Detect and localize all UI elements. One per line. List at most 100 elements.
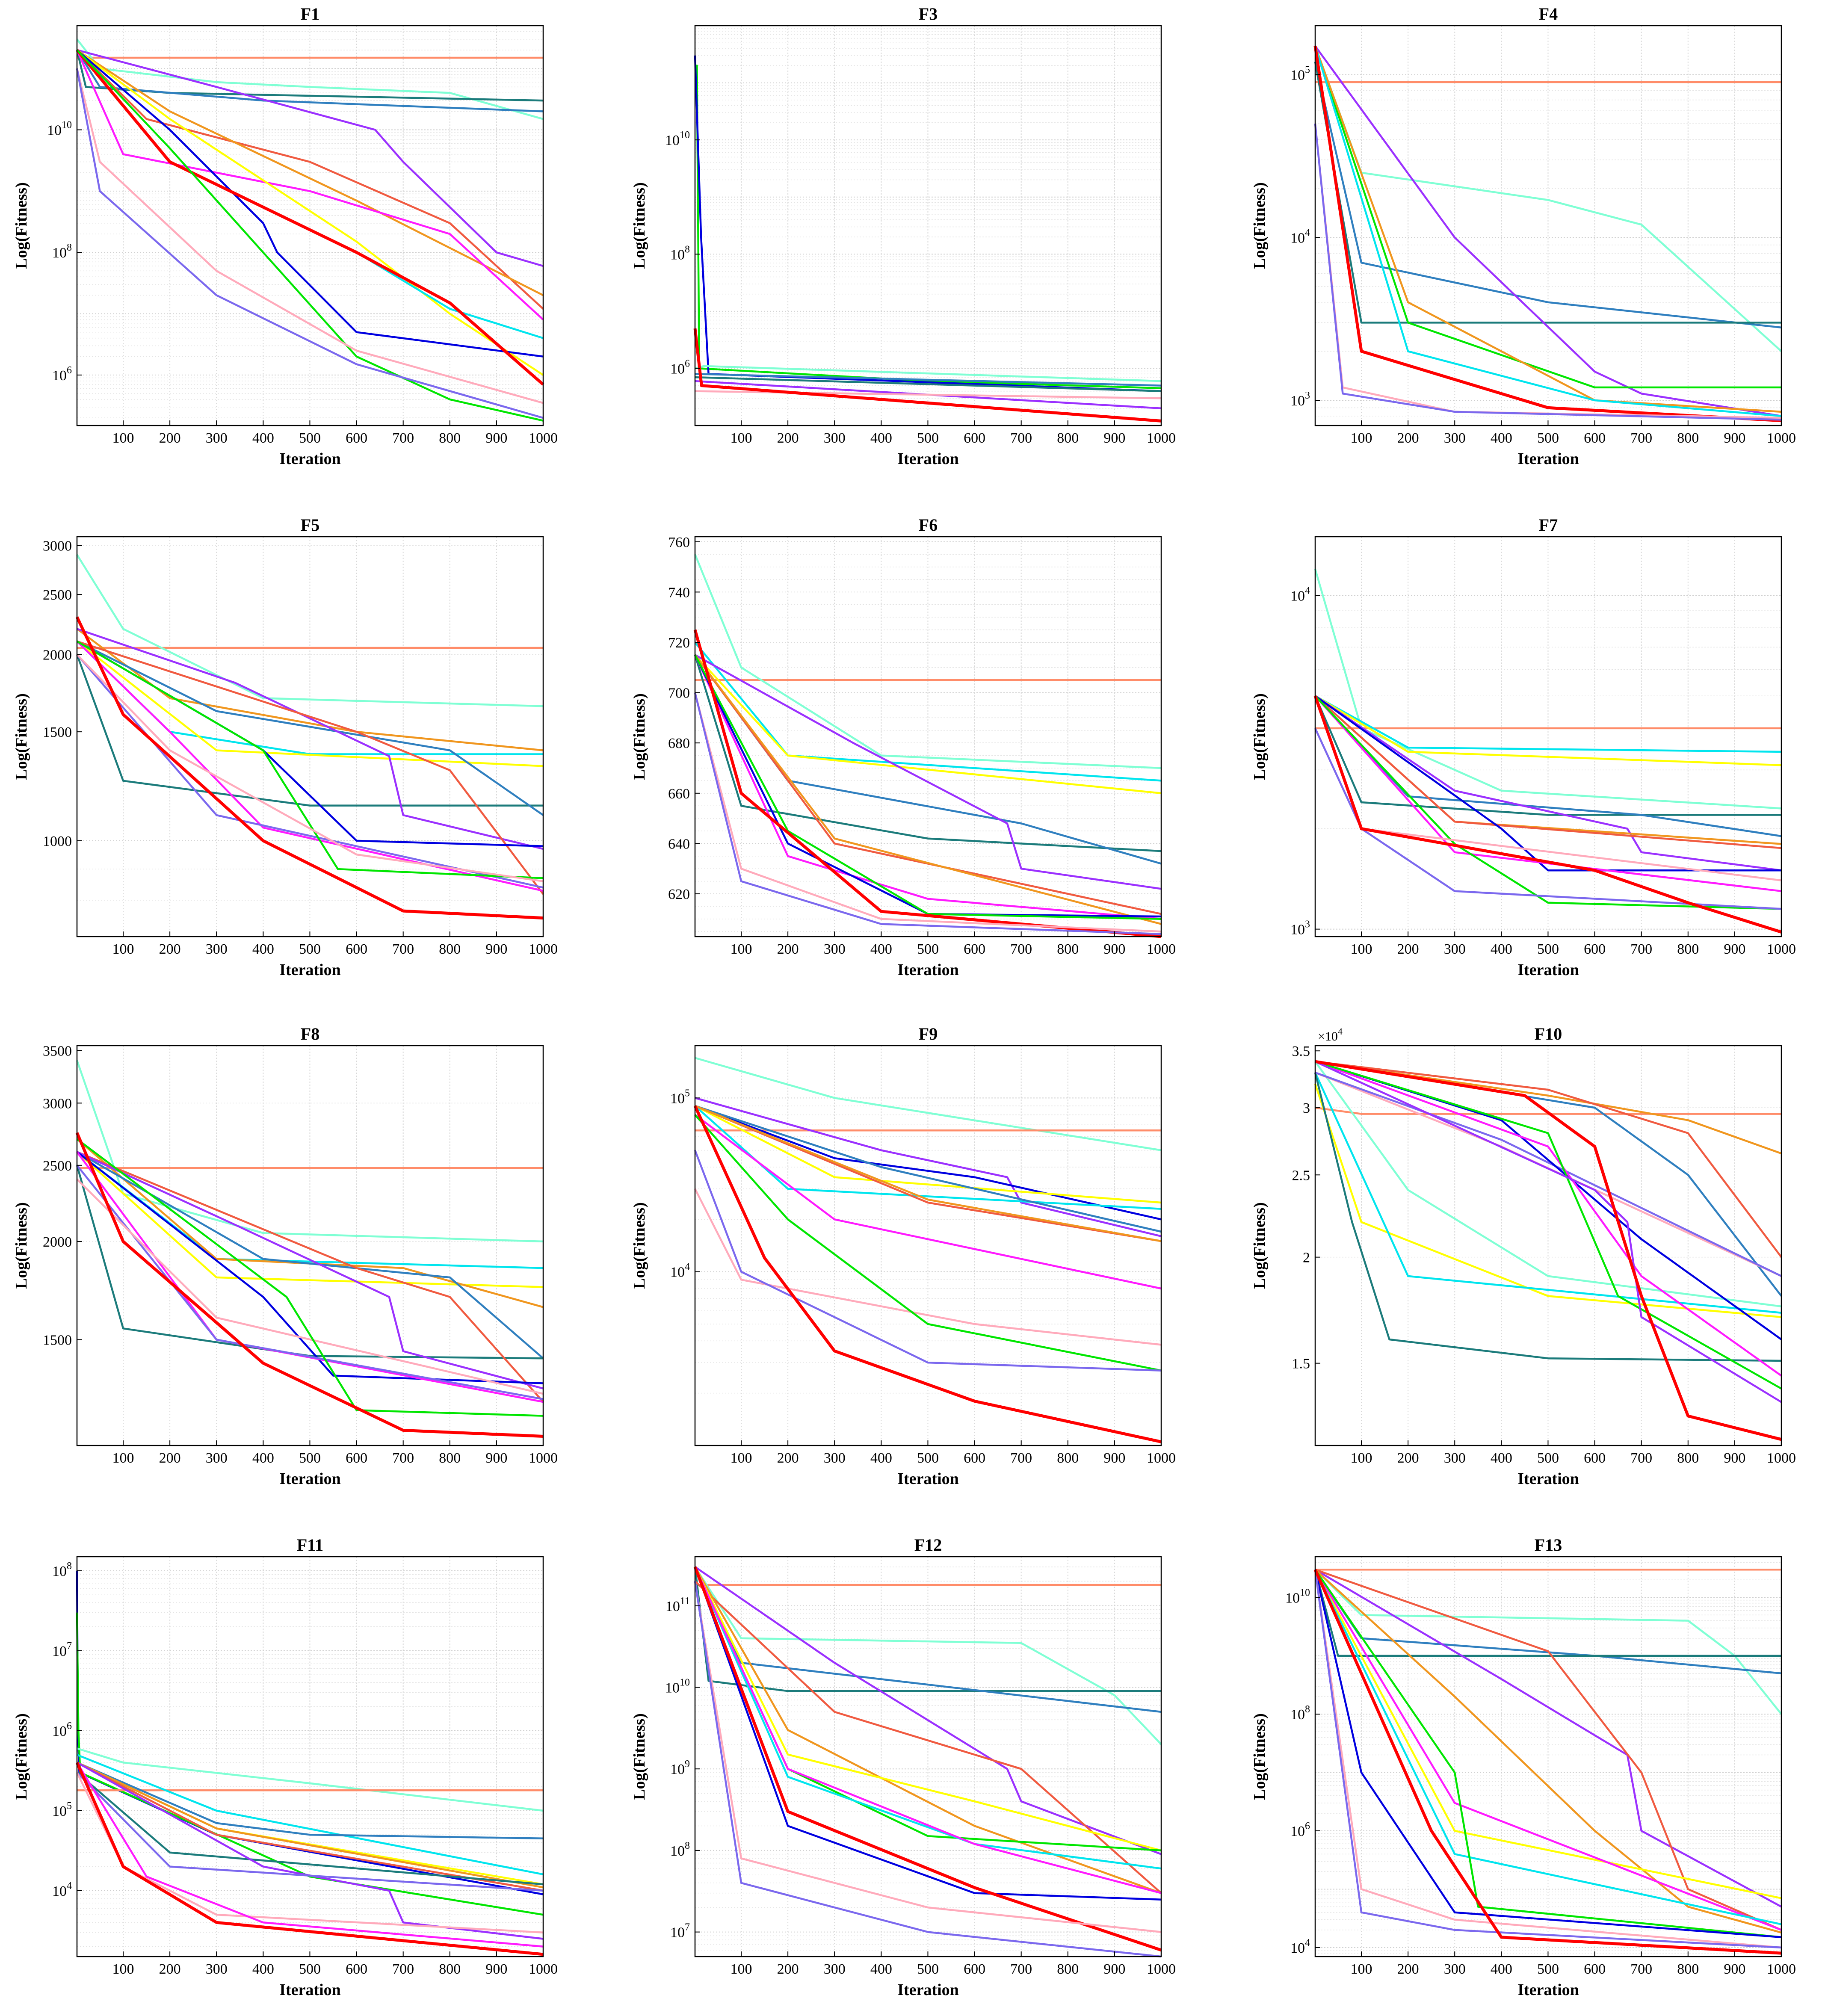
x-tick-label: 800: [439, 430, 461, 446]
series-medium-purple: [694, 1150, 1162, 1372]
series-red: [75, 1762, 544, 1956]
x-axis-label: Iteration: [897, 1470, 959, 1488]
series-cyan: [77, 1754, 544, 1876]
x-tick-label: 400: [1491, 941, 1512, 957]
x-tick-label: 400: [1491, 1450, 1512, 1466]
y-tick-base: 10: [52, 1564, 67, 1579]
y-tick-base: 10: [670, 361, 685, 377]
y-tick-exponent: 9: [685, 1759, 690, 1770]
y-tick-exponent: 7: [67, 1641, 72, 1652]
series-group: [1313, 1569, 1782, 1955]
y-axis-label: Log(Fitness): [12, 1202, 30, 1289]
x-tick-label: 500: [917, 1961, 939, 1977]
x-tick-label: 800: [1677, 1450, 1699, 1466]
series-green: [1314, 695, 1782, 910]
y-tick-exponent: 3: [1305, 390, 1310, 401]
series-tomato: [77, 1151, 544, 1403]
series-teal: [76, 654, 543, 807]
chart-title: F12: [914, 1535, 942, 1555]
series-group: [1314, 1060, 1782, 1441]
y-tick-base: 10: [670, 1843, 685, 1859]
y-tick-label: 1010: [665, 1677, 690, 1696]
y-tick-label: 640: [668, 836, 690, 852]
series-red: [76, 49, 544, 386]
x-tick-label: 100: [112, 1961, 134, 1977]
x-tick-label: 100: [112, 941, 134, 957]
x-tick-label: 1000: [529, 1961, 558, 1977]
chart-title: F11: [297, 1535, 323, 1555]
series-red: [75, 616, 544, 920]
y-tick-label: 104: [670, 1262, 690, 1280]
chart-title: F5: [301, 515, 319, 535]
x-tick-label: 300: [824, 1961, 846, 1977]
series-magenta: [76, 641, 544, 892]
series-magenta: [694, 1114, 1162, 1290]
y-tick-exponent: 4: [67, 1880, 72, 1892]
x-tick-label: 1000: [529, 1450, 558, 1466]
x-tick-label: 900: [1103, 1450, 1125, 1466]
x-axis-label: Iteration: [897, 450, 959, 468]
x-tick-label: 400: [252, 1961, 274, 1977]
y-tick-exponent: 8: [1305, 1704, 1310, 1715]
y-tick-exponent: 6: [1305, 1821, 1310, 1832]
x-tick-label: 900: [1724, 1450, 1745, 1466]
series-yellow: [694, 1566, 1162, 1852]
x-tick-label: 600: [1584, 430, 1606, 446]
series-tomato: [1315, 1569, 1782, 1931]
x-tick-label: 600: [964, 1450, 985, 1466]
y-tick-label: 104: [52, 1880, 72, 1899]
series-tomato: [694, 1580, 1162, 1894]
series-blue: [76, 49, 544, 358]
y-tick-label: 103: [1290, 919, 1310, 938]
x-tick-label: 200: [159, 430, 181, 446]
series-orange: [1314, 45, 1782, 413]
y-axis-label: Log(Fitness): [630, 1202, 648, 1289]
series-green: [76, 640, 544, 879]
series-group: [693, 554, 1162, 938]
y-axis-multiplier: ×104: [1318, 1026, 1343, 1043]
x-tick-label: 1000: [1147, 941, 1176, 957]
x-tick-label: 900: [485, 430, 507, 446]
y-tick-exponent: 6: [685, 358, 690, 369]
series-medium-purple: [76, 1772, 544, 1892]
y-tick-base: 10: [665, 133, 680, 148]
y-tick-label: 105: [670, 1088, 690, 1106]
x-tick-label: 600: [964, 430, 985, 446]
y-tick-base: 10: [670, 1265, 685, 1280]
y-tick-label: 107: [52, 1641, 72, 1659]
series-pink: [76, 1178, 544, 1395]
x-axis-label: Iteration: [1517, 1981, 1579, 1999]
series-group: [75, 554, 544, 920]
x-tick-label: 800: [439, 1961, 461, 1977]
series-tomato: [1315, 1060, 1782, 1258]
x-tick-label: 600: [346, 941, 367, 957]
y-tick-base: 10: [1285, 1590, 1300, 1606]
y-tick-label: 108: [670, 244, 690, 263]
x-tick-label: 100: [1351, 941, 1372, 957]
series-red: [1315, 1060, 1782, 1441]
x-tick-label: 300: [824, 430, 846, 446]
x-tick-label: 500: [917, 430, 939, 446]
y-tick-label: 103: [1290, 390, 1310, 409]
y-axis-label: Log(Fitness): [630, 182, 648, 269]
y-tick-label: 1011: [666, 1596, 690, 1614]
y-tick-base: 10: [1290, 922, 1305, 938]
series-pink: [1314, 1569, 1782, 1949]
x-tick-label: 500: [917, 1450, 939, 1466]
x-tick-label: 1000: [529, 430, 558, 446]
grid: [1315, 25, 1782, 426]
series-purple: [77, 628, 544, 850]
x-tick-label: 900: [485, 1450, 507, 1466]
y-tick-exponent: 4: [1305, 227, 1310, 238]
series-pink: [694, 692, 1162, 933]
y-tick-label: 106: [52, 365, 72, 384]
x-tick-label: 100: [112, 430, 134, 446]
x-tick-label: 900: [485, 941, 507, 957]
y-tick-exponent: 5: [685, 1088, 690, 1099]
x-tick-label: 200: [1397, 430, 1419, 446]
series-steel-blue: [695, 373, 1162, 387]
series-purple: [77, 49, 544, 267]
series-tomato: [77, 640, 544, 895]
series-magenta: [1314, 695, 1782, 892]
y-tick-base: 10: [52, 1644, 67, 1659]
